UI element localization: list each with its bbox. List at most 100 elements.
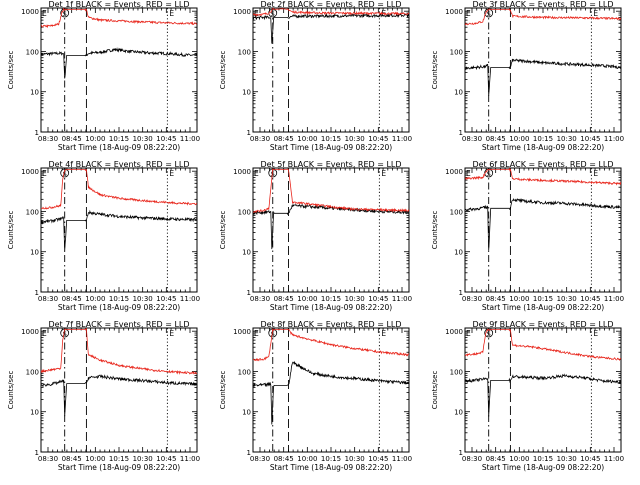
marker-label-s: S bbox=[63, 170, 67, 178]
series-lld bbox=[41, 328, 197, 375]
y-tick-label: 100 bbox=[450, 208, 463, 216]
x-tick-label: 08:30 bbox=[462, 295, 482, 303]
y-axis: 1 10 100 1000 Counts/sec bbox=[7, 168, 197, 297]
series-events bbox=[465, 58, 621, 96]
x-axis-label: Start Time (18-Aug-09 08:22:20) bbox=[482, 143, 604, 152]
x-tick-label: 08:45 bbox=[274, 455, 294, 463]
x-tick-label: 11:00 bbox=[180, 295, 200, 303]
panel-det-6: Det 6f BLACK = Events, RED = LLD 1 10 100 10… bbox=[431, 160, 624, 312]
series-events bbox=[253, 12, 409, 44]
time-markers bbox=[272, 168, 380, 292]
x-tick-label: 11:00 bbox=[604, 455, 624, 463]
panel-det-7: Det 7f BLACK = Events, RED = LLD 1 10 100 10… bbox=[7, 320, 200, 472]
marker-label-s: S bbox=[63, 10, 67, 18]
marker-circle bbox=[484, 168, 494, 178]
marker-label-start: E bbox=[42, 169, 47, 178]
x-axis: 08:30 08:45 10:00 10:15 10:30 10:45 11:00Start… bbox=[38, 8, 200, 152]
y-tick-label: 1000 bbox=[445, 8, 463, 16]
panel-det-4: Det 4f BLACK = Events, RED = LLD 1 10 100 10… bbox=[7, 160, 200, 312]
series-events bbox=[41, 374, 197, 417]
y-tick-label: 1 bbox=[247, 129, 251, 137]
y-axis-label: Counts/sec bbox=[219, 51, 227, 90]
x-tick-label: 10:00 bbox=[85, 455, 105, 463]
y-tick-label: 100 bbox=[450, 48, 463, 56]
x-tick-label: 10:00 bbox=[85, 135, 105, 143]
y-axis-label: Counts/sec bbox=[431, 51, 439, 90]
time-markers bbox=[488, 168, 592, 292]
y-tick-label: 100 bbox=[26, 208, 39, 216]
x-tick-label: 10:15 bbox=[533, 135, 553, 143]
y-tick-label: 10 bbox=[454, 409, 463, 417]
x-tick-label: 10:30 bbox=[133, 135, 153, 143]
panel-title: Det 9f BLACK = Events, RED = LLD bbox=[472, 320, 613, 329]
y-tick-label: 10 bbox=[454, 249, 463, 257]
series-lld bbox=[41, 169, 197, 210]
panel-det-5: Det 5f BLACK = Events, RED = LLD 1 10 100 10… bbox=[219, 160, 412, 312]
x-axis: 08:30 08:45 10:00 10:15 10:30 10:45 11:00Start… bbox=[38, 328, 200, 472]
y-axis-label: Counts/sec bbox=[7, 51, 15, 90]
x-tick-label: 10:45 bbox=[156, 135, 176, 143]
marker-label-e: E bbox=[593, 329, 598, 338]
panel-det-3: Det 3f BLACK = Events, RED = LLD 1 10 100 10… bbox=[431, 0, 624, 152]
marker-label-e: E bbox=[593, 9, 598, 18]
y-tick-label: 1000 bbox=[21, 168, 39, 176]
x-tick-label: 10:30 bbox=[133, 455, 153, 463]
x-tick-label: 10:15 bbox=[109, 135, 129, 143]
marker-label-start: E bbox=[254, 169, 259, 178]
y-axis-label: Counts/sec bbox=[7, 371, 15, 410]
marker-label-start: E bbox=[42, 329, 47, 338]
y-tick-label: 1 bbox=[35, 129, 39, 137]
x-tick-label: 10:30 bbox=[345, 135, 365, 143]
y-tick-label: 100 bbox=[26, 48, 39, 56]
y-axis-label: Counts/sec bbox=[431, 211, 439, 250]
y-tick-label: 1000 bbox=[233, 168, 251, 176]
x-tick-label: 10:00 bbox=[509, 135, 529, 143]
x-tick-label: 11:00 bbox=[392, 455, 412, 463]
x-axis: 08:30 08:45 10:00 10:15 10:30 10:45 11:00Start… bbox=[38, 168, 200, 312]
series-lld bbox=[465, 168, 621, 186]
series-lld bbox=[465, 8, 621, 26]
series-events bbox=[41, 209, 197, 251]
y-axis: 1 10 100 1000 Counts/sec bbox=[219, 328, 409, 457]
y-axis: 1 10 100 1000 Counts/sec bbox=[431, 8, 621, 137]
x-tick-label: 11:00 bbox=[604, 295, 624, 303]
x-tick-label: 10:30 bbox=[345, 295, 365, 303]
x-tick-label: 10:45 bbox=[368, 135, 388, 143]
y-tick-label: 1 bbox=[35, 449, 39, 457]
x-axis-label: Start Time (18-Aug-09 08:22:20) bbox=[58, 463, 180, 472]
marker-circle bbox=[60, 8, 70, 18]
y-axis: 1 10 100 1000 Counts/sec bbox=[7, 8, 197, 137]
series-events bbox=[465, 373, 621, 417]
x-tick-label: 10:45 bbox=[156, 295, 176, 303]
panel-det-8: Det 8f BLACK = Events, RED = LLD 1 10 100 10… bbox=[219, 320, 412, 472]
panel-title: Det 3f BLACK = Events, RED = LLD bbox=[472, 0, 613, 9]
y-axis: 1 10 100 1000 Counts/sec bbox=[7, 328, 197, 457]
marker-label-start: E bbox=[466, 329, 471, 338]
y-axis-label: Counts/sec bbox=[431, 371, 439, 410]
x-tick-label: 10:15 bbox=[533, 295, 553, 303]
marker-label-start: E bbox=[42, 9, 47, 18]
marker-label-start: E bbox=[254, 9, 259, 18]
marker-label-s: S bbox=[487, 10, 491, 18]
x-tick-label: 08:30 bbox=[38, 135, 58, 143]
y-tick-label: 1000 bbox=[445, 168, 463, 176]
y-axis-label: Counts/sec bbox=[7, 211, 15, 250]
x-tick-label: 10:45 bbox=[580, 295, 600, 303]
x-tick-label: 08:45 bbox=[486, 455, 506, 463]
panel-det-1: Det 1f BLACK = Events, RED = LLD 1 10 100 10… bbox=[7, 0, 200, 152]
panel-det-9: Det 9f BLACK = Events, RED = LLD 1 10 100 10… bbox=[431, 320, 624, 472]
time-markers bbox=[488, 8, 592, 132]
x-tick-label: 08:45 bbox=[274, 295, 294, 303]
plot-frame bbox=[252, 7, 410, 133]
y-tick-label: 1000 bbox=[233, 8, 251, 16]
x-tick-label: 10:15 bbox=[321, 455, 341, 463]
time-markers bbox=[272, 328, 380, 452]
panel-title: Det 6f BLACK = Events, RED = LLD bbox=[472, 160, 613, 169]
time-markers bbox=[272, 8, 380, 132]
y-axis: 1 10 100 1000 Counts/sec bbox=[431, 328, 621, 457]
x-tick-label: 08:45 bbox=[62, 295, 82, 303]
y-axis-label: Counts/sec bbox=[219, 211, 227, 250]
y-tick-label: 1 bbox=[35, 289, 39, 297]
